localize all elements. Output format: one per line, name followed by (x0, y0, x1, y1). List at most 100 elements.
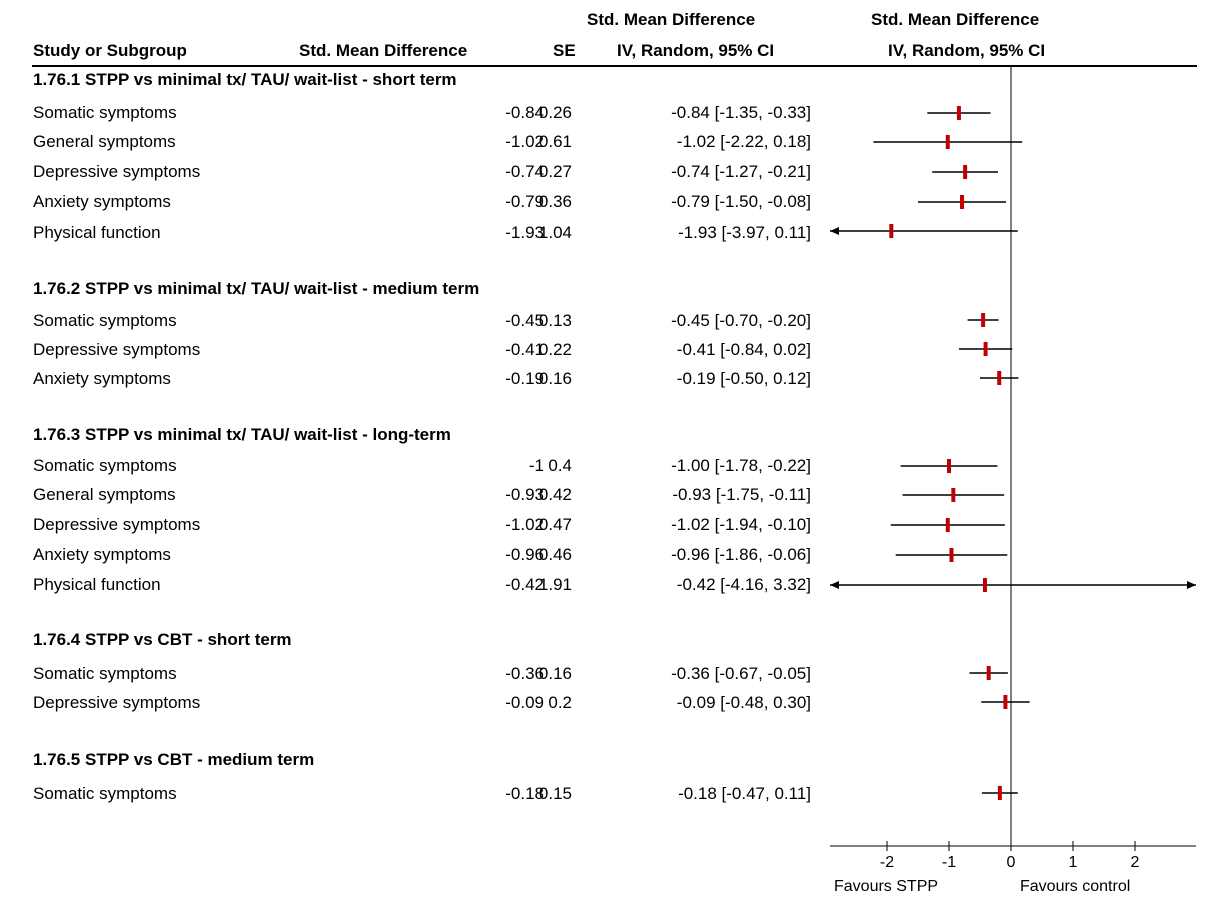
point-estimate-marker (986, 666, 991, 680)
row-ci: -0.18 [-0.47, 0.11] (678, 784, 811, 803)
header-divider (32, 65, 1197, 67)
row-ci: -0.74 [-1.27, -0.21] (671, 162, 811, 181)
ci-column-header-line2: IV, Random, 95% CI (617, 41, 775, 60)
point-estimate-marker (997, 371, 1002, 385)
row-name: Physical function (33, 575, 161, 594)
row-ci: -0.41 [-0.84, 0.02] (676, 340, 811, 359)
row-smd: -0.18 (505, 784, 544, 803)
row-se: 1.04 (538, 223, 572, 242)
row-se: 0.15 (538, 784, 572, 803)
point-estimate-marker (956, 106, 961, 120)
favours-right-label: Favours control (1020, 878, 1131, 895)
subgroup-title: 1.76.1 STPP vs minimal tx/ TAU/ wait-lis… (33, 70, 457, 89)
row-smd: -1.02 (505, 515, 544, 534)
ci-arrow-right (1187, 581, 1196, 589)
row-smd: -1 (528, 456, 544, 475)
row-se: 0.61 (538, 132, 572, 151)
row-name: Depressive symptoms (33, 162, 201, 181)
row-smd: -0.96 (505, 545, 544, 564)
row-smd: -0.79 (505, 192, 544, 211)
point-estimate-marker (949, 548, 954, 562)
point-estimate-marker (981, 313, 986, 327)
row-se: 0.27 (538, 162, 572, 181)
row-name: Depressive symptoms (33, 340, 201, 359)
row-smd: -1.02 (505, 132, 544, 151)
row-smd: -0.45 (505, 311, 544, 330)
ci-column-header-line1: Std. Mean Difference (587, 10, 756, 29)
subgroup-title: 1.76.5 STPP vs CBT - medium term (33, 750, 315, 769)
row-name: Somatic symptoms (33, 784, 177, 803)
row-name: Depressive symptoms (33, 515, 201, 534)
point-estimate-marker (951, 488, 956, 502)
row-ci: -0.96 [-1.86, -0.06] (671, 545, 811, 564)
row-name: Somatic symptoms (33, 103, 177, 122)
row-ci: -0.42 [-4.16, 3.32] (676, 575, 811, 594)
row-smd: -0.93 (505, 485, 544, 504)
subgroup-title: 1.76.3 STPP vs minimal tx/ TAU/ wait-lis… (33, 425, 451, 444)
row-smd: -0.84 (505, 103, 544, 122)
row-ci: -1.93 [-3.97, 0.11] (678, 223, 811, 242)
row-ci: -0.79 [-1.50, -0.08] (671, 192, 811, 211)
row-name: General symptoms (33, 485, 176, 504)
se-column-header: SE (553, 41, 576, 60)
row-name: Physical function (33, 223, 161, 242)
subgroup-title: 1.76.4 STPP vs CBT - short term (33, 630, 292, 649)
row-se: 0.26 (538, 103, 572, 122)
x-tick-label: 0 (1007, 854, 1016, 871)
point-estimate-marker (889, 224, 894, 238)
row-name: Somatic symptoms (33, 456, 177, 475)
row-se: 0.42 (538, 485, 572, 504)
row-se: 0.46 (538, 545, 572, 564)
point-estimate-marker (1003, 695, 1008, 709)
row-name: Somatic symptoms (33, 311, 177, 330)
smd-column-header: Std. Mean Difference (299, 41, 468, 60)
point-estimate-marker (960, 195, 965, 209)
row-smd: -0.42 (505, 575, 544, 594)
row-ci: -0.36 [-0.67, -0.05] (671, 664, 811, 683)
x-tick-label: -1 (942, 854, 956, 871)
plot-column-header-line2: IV, Random, 95% CI (888, 41, 1046, 60)
row-ci: -0.19 [-0.50, 0.12] (676, 369, 811, 388)
point-estimate-marker (983, 342, 988, 356)
row-name: Anxiety symptoms (33, 369, 171, 388)
row-ci: -0.84 [-1.35, -0.33] (671, 103, 811, 122)
row-se: 0.36 (538, 192, 572, 211)
row-name: General symptoms (33, 132, 176, 151)
row-smd: -0.41 (505, 340, 544, 359)
row-se: 0.16 (538, 369, 572, 388)
x-tick-label: -2 (880, 854, 894, 871)
favours-left-label: Favours STPP (834, 878, 939, 895)
row-se: 0.4 (548, 456, 572, 475)
row-se: 0.2 (548, 693, 572, 712)
point-estimate-marker (945, 135, 950, 149)
row-name: Depressive symptoms (33, 693, 201, 712)
row-ci: -0.45 [-0.70, -0.20] (671, 311, 811, 330)
ci-arrow-left (830, 581, 839, 589)
row-se: 0.16 (538, 664, 572, 683)
plot-column-header-line1: Std. Mean Difference (871, 10, 1040, 29)
point-estimate-marker (997, 786, 1002, 800)
point-estimate-marker (945, 518, 950, 532)
row-se: 0.13 (538, 311, 572, 330)
ci-arrow-left (830, 227, 839, 235)
row-smd: -0.09 (505, 693, 544, 712)
point-estimate-marker (947, 459, 951, 473)
row-se: 0.22 (538, 340, 572, 359)
row-name: Anxiety symptoms (33, 192, 171, 211)
row-name: Somatic symptoms (33, 664, 177, 683)
row-smd: -0.36 (505, 664, 544, 683)
row-se: 0.47 (538, 515, 572, 534)
x-tick-label: 1 (1069, 854, 1078, 871)
subgroup-title: 1.76.2 STPP vs minimal tx/ TAU/ wait-lis… (33, 279, 480, 298)
row-ci: -1.00 [-1.78, -0.22] (671, 456, 811, 475)
x-tick-label: 2 (1131, 854, 1140, 871)
row-smd: -0.19 (505, 369, 544, 388)
row-name: Anxiety symptoms (33, 545, 171, 564)
row-ci: -0.09 [-0.48, 0.30] (676, 693, 811, 712)
row-smd: -1.93 (505, 223, 544, 242)
study-column-header: Study or Subgroup (33, 41, 187, 60)
row-smd: -0.74 (505, 162, 544, 181)
row-ci: -1.02 [-1.94, -0.10] (671, 515, 811, 534)
